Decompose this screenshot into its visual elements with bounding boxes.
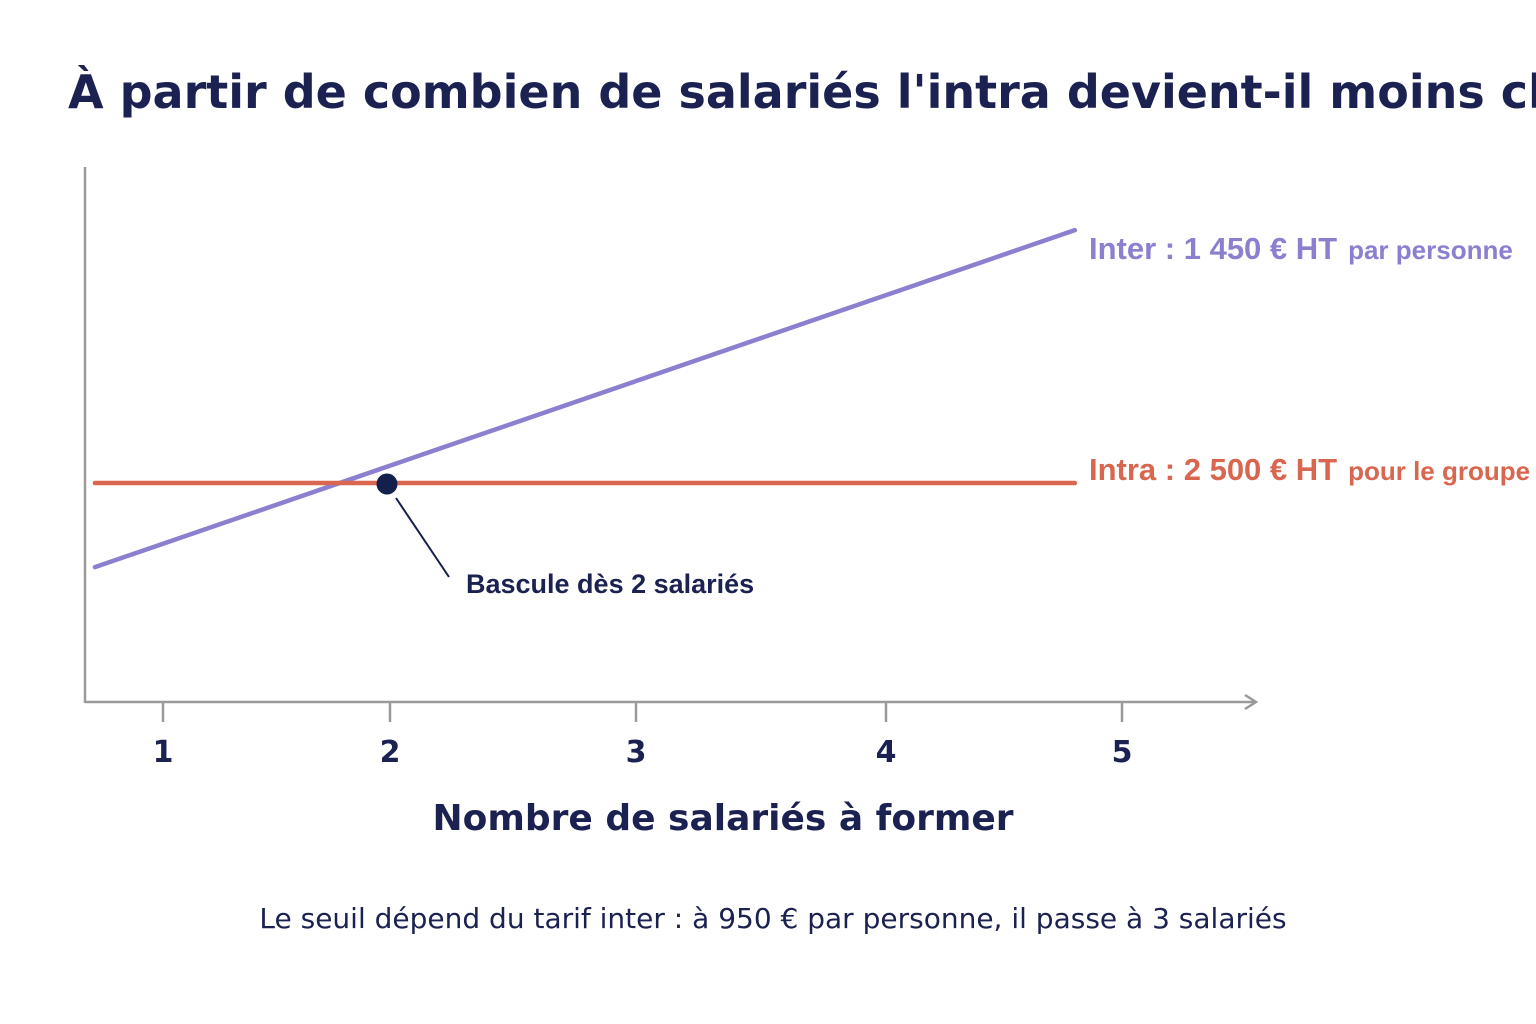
series-label-intra-sub: pour le groupe (1348, 456, 1530, 486)
annotation-label: Bascule dès 2 salariés (466, 569, 754, 599)
series-label-inter-sub: par personne (1348, 235, 1513, 265)
axes (83, 167, 1259, 711)
series-label-intra: Intra : 2 500 € HT pour le groupe (1089, 452, 1530, 487)
series-label-inter-main: Inter : 1 450 € HT (1089, 231, 1337, 266)
x-tick-label-5: 5 (1112, 735, 1133, 770)
x-axis-arrow (1244, 693, 1259, 711)
annotation-leader-line (395, 497, 450, 578)
series-lines: Inter : 1 450 € HT par personne Intra : 2 … (92, 227, 1530, 570)
annotation: Bascule dès 2 salariés (376, 473, 754, 599)
x-ticks: 1 2 3 4 5 (153, 703, 1133, 770)
x-axis-label: Nombre de salariés à former (432, 798, 1013, 839)
x-tick-label-4: 4 (876, 735, 897, 770)
series-label-intra-main: Intra : 2 500 € HT (1089, 452, 1337, 487)
x-tick-label-3: 3 (626, 735, 647, 770)
footnote: Le seuil dépend du tarif inter : à 950 €… (259, 902, 1286, 935)
intersection-marker (376, 473, 398, 495)
series-line-inter (92, 227, 1078, 570)
chart-title: À partir de combien de salariés l'intra … (68, 65, 1536, 119)
x-tick-label-2: 2 (380, 735, 401, 770)
x-tick-label-1: 1 (153, 735, 174, 770)
series-label-inter: Inter : 1 450 € HT par personne (1089, 231, 1513, 266)
